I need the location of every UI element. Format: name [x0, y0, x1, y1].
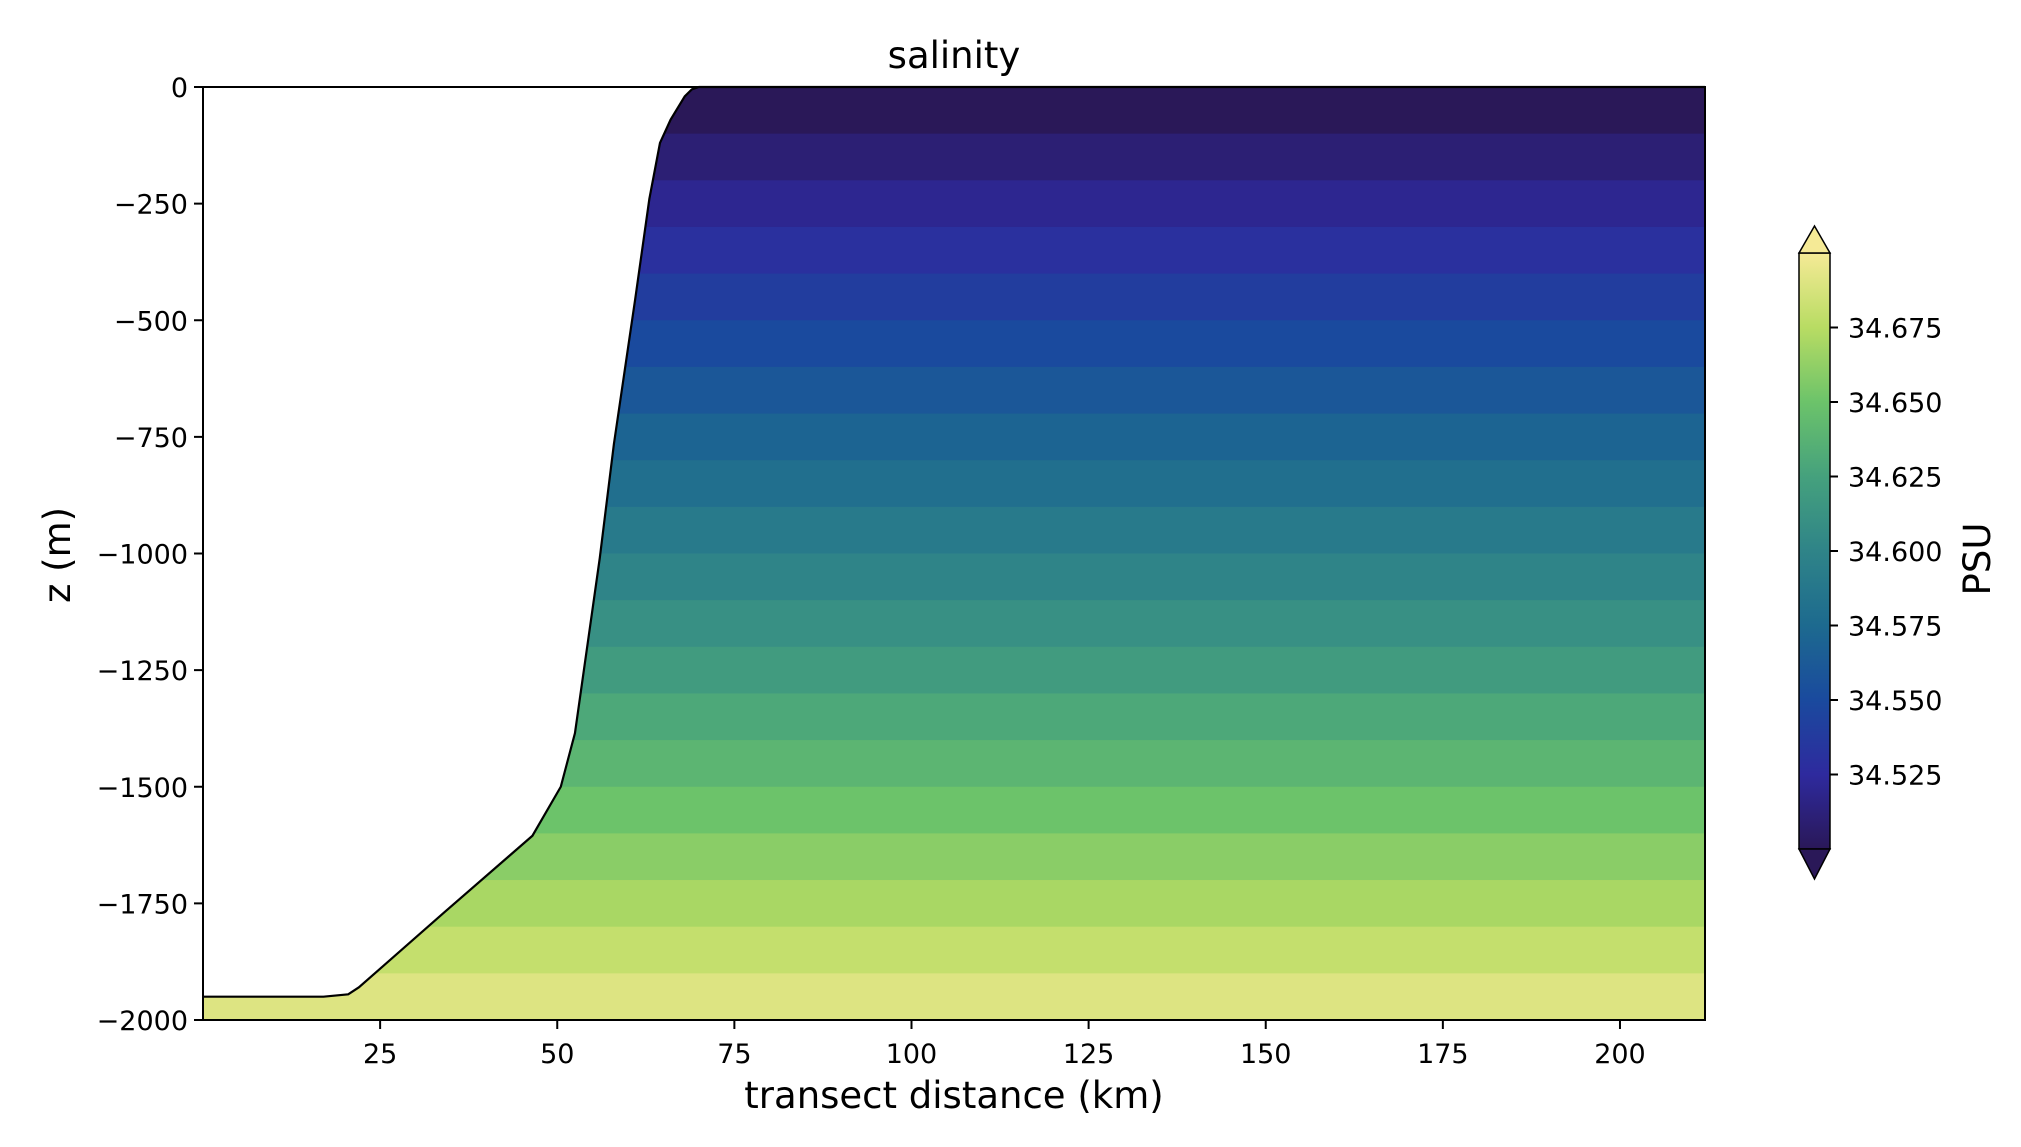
- salinity-band: [203, 833, 1705, 881]
- x-axis: 25 50 75 100 125 150 175 200: [363, 1020, 1646, 1070]
- salinity-band: [203, 180, 1705, 228]
- x-tick-label: 150: [1240, 1039, 1292, 1070]
- colorbar-tick-label: 34.650: [1848, 388, 1942, 419]
- y-tick-label: −2000: [97, 1006, 188, 1037]
- colorbar-ticks: 34.525 34.550 34.575 34.600 34.625 34.650 34.6…: [1830, 314, 1942, 792]
- plot-area: [202, 85, 1706, 1021]
- colorbar-tick-label: 34.625: [1848, 463, 1942, 494]
- y-axis: 0 −250 −500 −750 −1000 −1250 −1500 −1750 −2000: [97, 73, 203, 1037]
- y-tick-label: −1250: [97, 656, 188, 687]
- colorbar-tick-label: 34.675: [1848, 314, 1942, 345]
- colorbar-label: PSU: [1956, 523, 1999, 596]
- salinity-band: [203, 973, 1705, 1020]
- colorbar-extend-top: [1797, 224, 1832, 254]
- x-tick-label: 200: [1594, 1039, 1646, 1070]
- colorbar-tick-label: 34.525: [1848, 761, 1942, 792]
- salinity-band: [203, 506, 1705, 555]
- x-axis-label: transect distance (km): [744, 1074, 1163, 1117]
- y-tick-label: −1750: [97, 889, 188, 920]
- salinity-bands: [203, 87, 1705, 1020]
- x-tick-label: 175: [1417, 1039, 1469, 1070]
- colorbar-tick-label: 34.550: [1848, 686, 1942, 717]
- chart-title: salinity: [888, 34, 1021, 77]
- salinity-band: [203, 273, 1705, 321]
- salinity-band: [203, 693, 1705, 741]
- y-tick-label: 0: [171, 73, 188, 104]
- salinity-band: [203, 366, 1705, 415]
- salinity-band: [203, 786, 1705, 834]
- x-tick-label: 25: [363, 1039, 397, 1070]
- x-tick-label: 100: [886, 1039, 938, 1070]
- y-axis-label: z (m): [36, 507, 79, 603]
- y-tick-label: −1000: [97, 540, 188, 571]
- salinity-band: [203, 740, 1705, 788]
- salinity-band: [203, 926, 1705, 974]
- colorbar: 34.525 34.550 34.575 34.600 34.625 34.650 34.6…: [1797, 224, 1999, 881]
- colorbar-tick-label: 34.600: [1848, 537, 1942, 568]
- y-tick-label: −1500: [97, 773, 188, 804]
- x-tick-label: 50: [540, 1039, 574, 1070]
- y-tick-label: −500: [114, 306, 188, 337]
- salinity-band: [203, 133, 1705, 181]
- salinity-band: [203, 880, 1705, 928]
- salinity-band: [203, 87, 1705, 135]
- salinity-band: [203, 646, 1705, 695]
- colorbar-body: [1798, 252, 1831, 850]
- x-tick-label: 75: [717, 1039, 751, 1070]
- salinity-band: [203, 600, 1705, 648]
- y-tick-label: −750: [114, 423, 188, 454]
- salinity-band: [203, 320, 1705, 368]
- seafloor-line: [203, 85, 1705, 998]
- salinity-band: [203, 413, 1705, 461]
- colorbar-tick-label: 34.575: [1848, 612, 1942, 643]
- salinity-band: [203, 226, 1705, 275]
- y-tick-label: −250: [114, 190, 188, 221]
- x-tick-label: 125: [1063, 1039, 1115, 1070]
- salinity-band: [203, 553, 1705, 601]
- colorbar-extend-bottom: [1797, 848, 1832, 881]
- salinity-band: [203, 460, 1705, 508]
